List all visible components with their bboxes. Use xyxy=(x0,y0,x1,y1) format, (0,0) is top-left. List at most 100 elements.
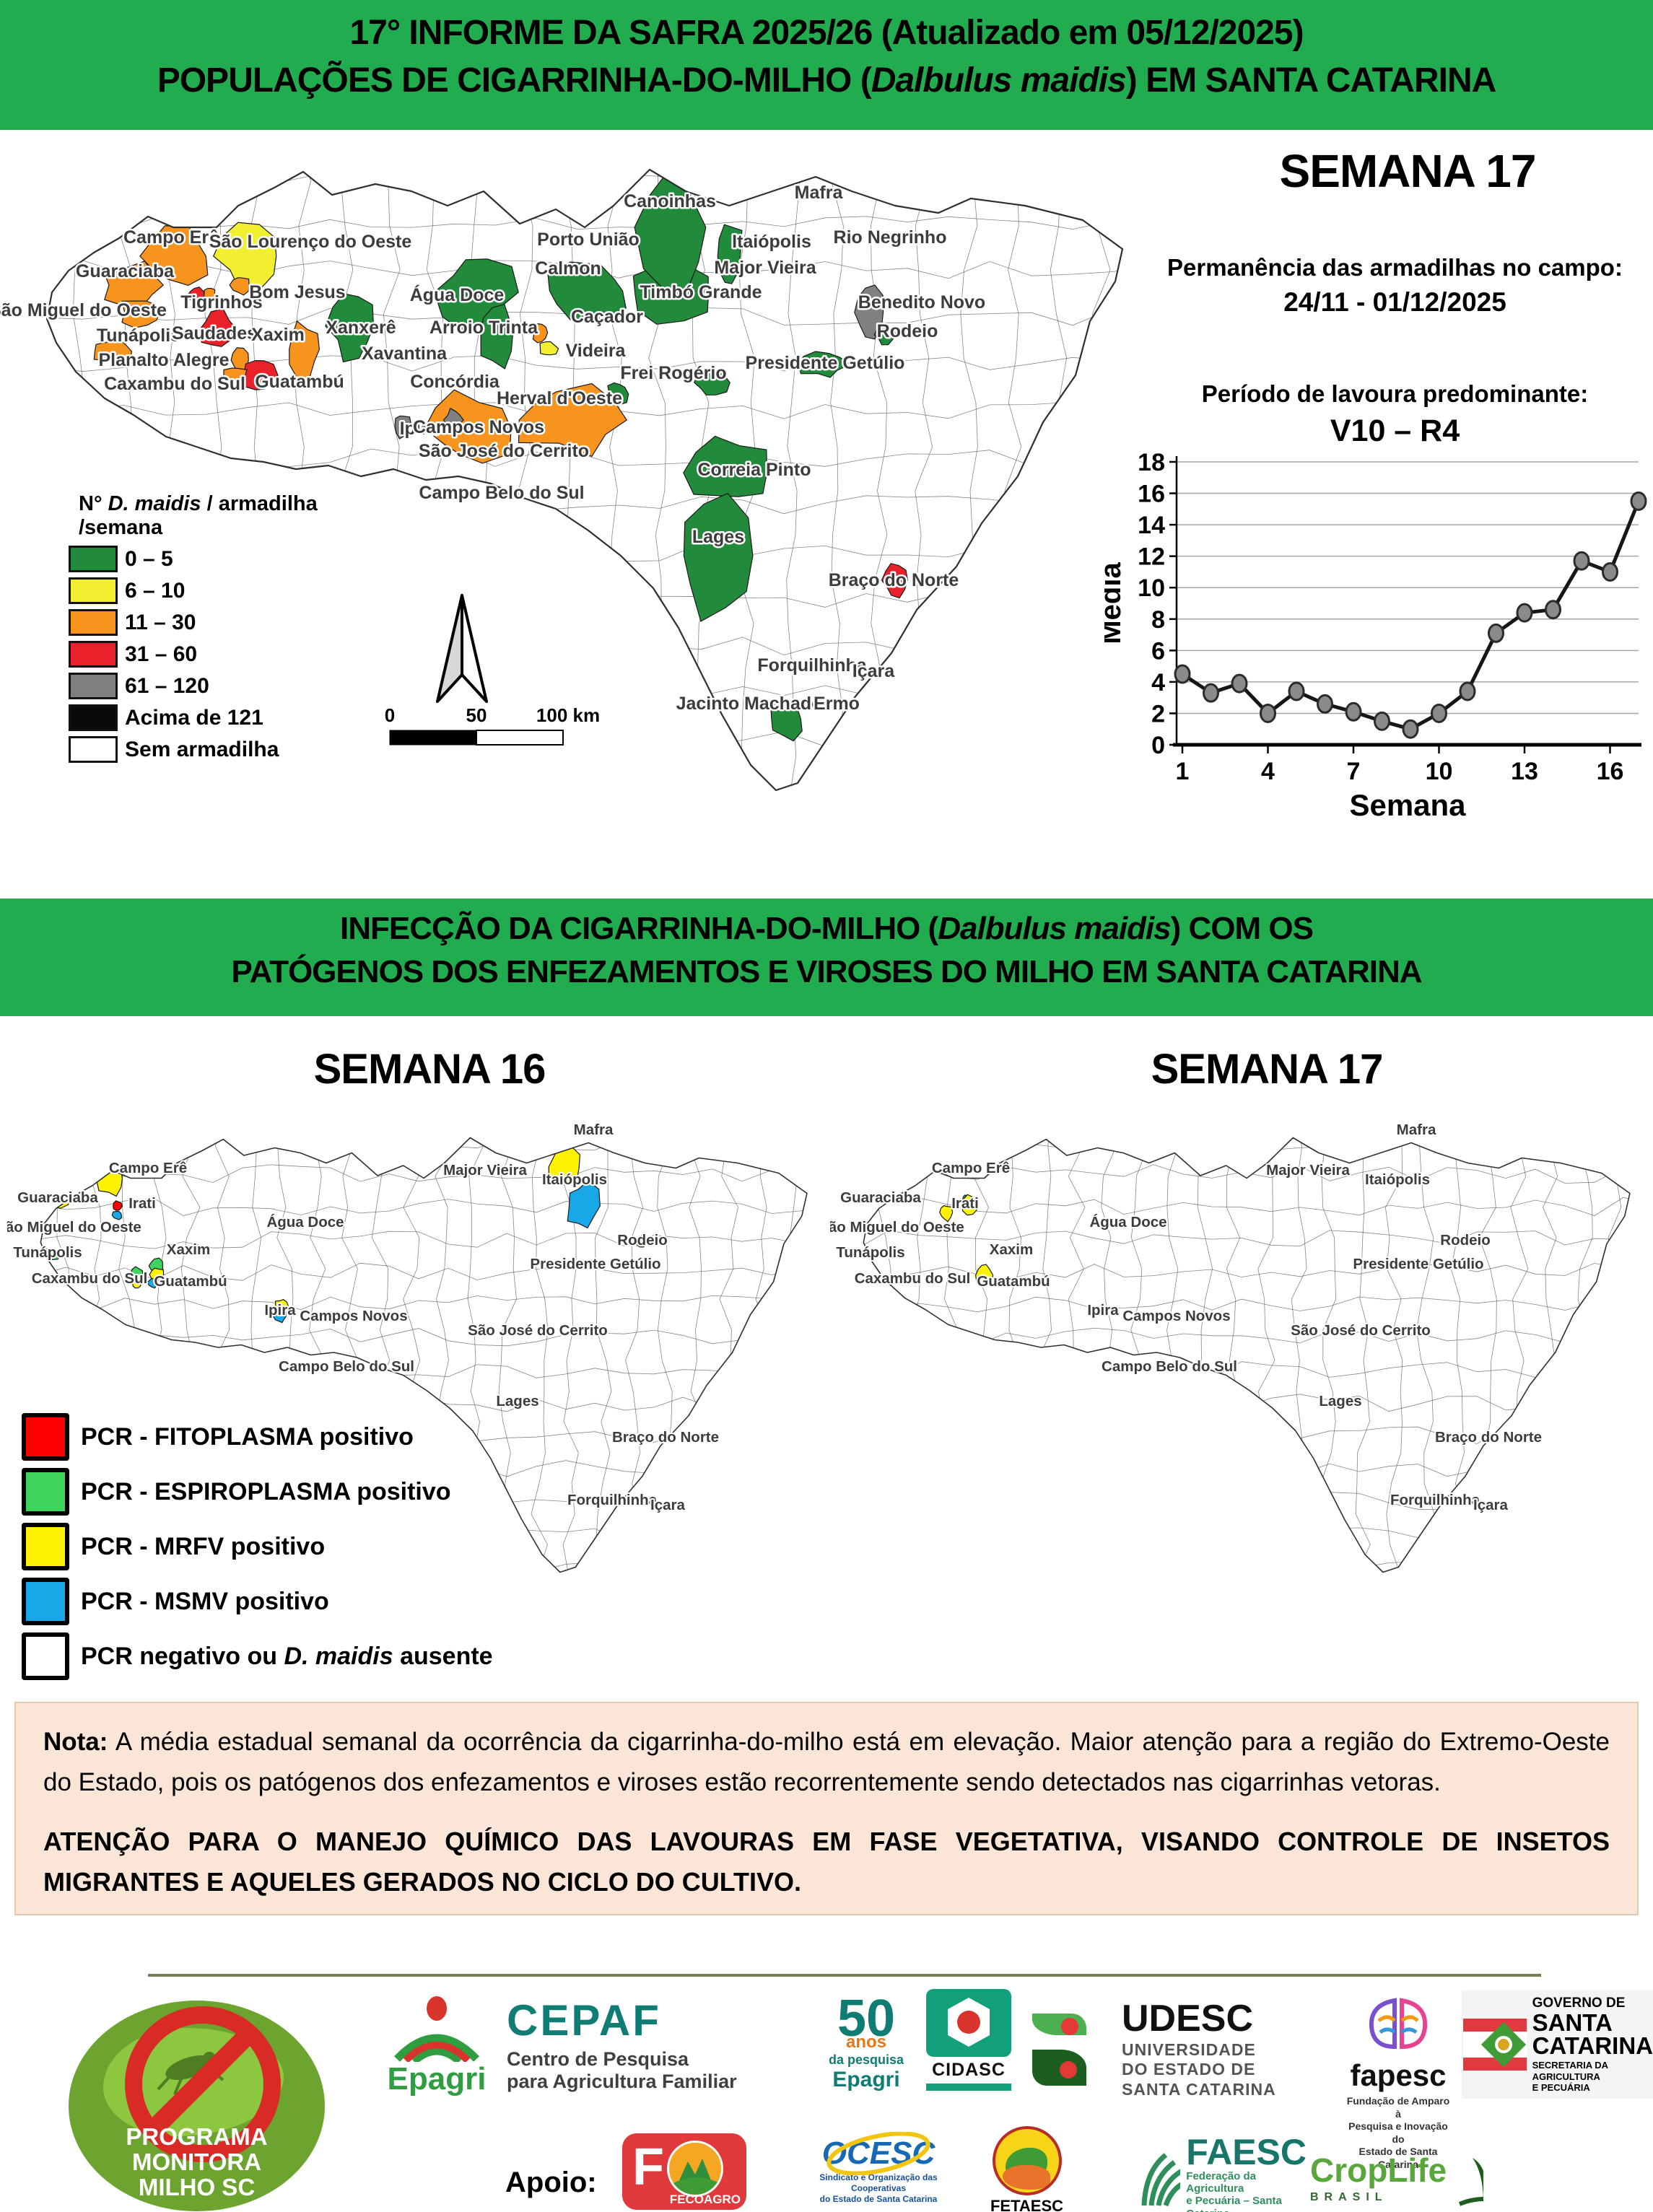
pcr-legend-negative: PCR negativo ou D. maidis ausente xyxy=(22,1632,585,1680)
data-point xyxy=(1488,623,1504,643)
y-axis-title: Média xyxy=(1104,562,1127,644)
fecoagro-icon xyxy=(667,2141,723,2197)
pcr-legend-swatch xyxy=(22,1523,69,1570)
municipality-label: Canoinhas xyxy=(624,191,716,211)
trap-legend: N° D. maidis / armadilha /semana 0 – 5 6 … xyxy=(69,492,386,768)
municipality-patch xyxy=(273,1308,287,1324)
municipality-label: Guaraciaba xyxy=(17,1189,98,1206)
y-tick-label: 4 xyxy=(1151,669,1165,696)
municipality-patch xyxy=(186,287,207,307)
municipality-label: Içara xyxy=(650,1497,685,1513)
trap-legend-label: 0 – 5 xyxy=(125,546,173,571)
scalebar-label: 100 km xyxy=(536,704,600,726)
pcr-legend-label: PCR - FITOPLASMA positivo xyxy=(81,1422,414,1451)
data-point xyxy=(1231,673,1248,694)
data-point xyxy=(1573,551,1590,571)
municipality-label: Calmon xyxy=(535,258,601,279)
pcr-legend-swatch xyxy=(22,1578,69,1625)
cidasc-hexagon-icon xyxy=(948,1998,990,2047)
x-tick-label: 10 xyxy=(1426,758,1453,785)
data-point xyxy=(1174,664,1191,684)
municipality-patch xyxy=(770,700,803,742)
municipality-label: Campo Belo do Sul xyxy=(419,483,584,503)
municipality-patch xyxy=(683,435,768,497)
municipality-patch xyxy=(717,224,743,284)
data-point xyxy=(1288,681,1305,701)
municipality-label: Presidente Getúlio xyxy=(530,1256,660,1272)
data-point xyxy=(1260,703,1276,723)
municipality-label: Campo Belo do Sul xyxy=(1102,1358,1237,1375)
municipality-patch xyxy=(683,492,754,622)
monitora-logo-text: PROGRAMA MONITORA MILHO SC xyxy=(126,2123,268,2200)
report-title-line1: 17° INFORME DA SAFRA 2025/26 (Atualizado… xyxy=(349,14,1304,52)
municipality-label: Braço do Norte xyxy=(612,1429,719,1446)
y-tick-label: 2 xyxy=(1151,700,1165,727)
municipality-patch xyxy=(634,1234,648,1248)
crop-stage-label: Período de lavoura predominante: xyxy=(1201,380,1589,407)
municipality-label: Planalto Alegre xyxy=(98,350,229,370)
municipality-patch xyxy=(532,323,549,344)
municipality-label: São Lourenço do Oeste xyxy=(209,232,412,252)
municipality-patch xyxy=(223,367,248,390)
trap-legend-item: Sem armadilha xyxy=(69,736,386,763)
cepaf-subtitle: Centro de Pesquisa para Agricultura Famil… xyxy=(507,2048,737,2093)
trap-legend-label: 6 – 10 xyxy=(125,578,186,603)
x-tick-label: 7 xyxy=(1347,758,1361,785)
state-outline xyxy=(40,1137,808,1573)
municipality-patch xyxy=(607,382,629,406)
municipality-patch xyxy=(480,303,513,370)
municipality-patch xyxy=(149,1267,165,1282)
municipality-label: Guaraciaba xyxy=(840,1189,921,1206)
sc-flag-icon xyxy=(1463,2019,1527,2071)
municipality-label: Major Vieira xyxy=(1266,1162,1350,1179)
municipality-label: Major Vieira xyxy=(714,258,816,278)
municipality-label: Ipira xyxy=(1087,1302,1119,1319)
week17-title: SEMANA 17 xyxy=(1151,1046,1384,1093)
y-tick-label: 6 xyxy=(1151,637,1165,665)
monitora-milho-logo: PROGRAMA MONITORA MILHO SC xyxy=(69,2001,325,2211)
municipality-label: Itaiópolis xyxy=(732,232,811,252)
municipality-label: São Miguel do Oeste xyxy=(7,1219,141,1236)
municipality-patch xyxy=(881,563,909,599)
data-point xyxy=(1516,603,1533,623)
municipality-label: Forquilhinha xyxy=(567,1492,658,1508)
municipality-label: Rodeio xyxy=(877,321,938,341)
municipality-label: Lages xyxy=(496,1393,538,1409)
municipality-label: Lages xyxy=(1319,1393,1361,1409)
fetaesc-badge-icon xyxy=(992,2126,1062,2195)
municipality-label: Xavantina xyxy=(362,344,448,364)
municipality-label: Tunápolis xyxy=(836,1244,904,1261)
municipality-label: Timbó Grande xyxy=(640,282,762,302)
state-shape xyxy=(40,1137,807,1573)
municipality-label: Jacinto Machado xyxy=(676,694,823,714)
y-tick-label: 16 xyxy=(1138,481,1165,508)
epagri-icon xyxy=(394,1996,479,2065)
municipality-patch xyxy=(442,407,464,430)
municipality-label: Bom Jesus xyxy=(249,282,345,302)
municipality-label: Lages xyxy=(692,527,744,547)
municipality-label: Herval d'Oeste xyxy=(497,388,622,408)
municipality-label: Rio Negrinho xyxy=(834,227,947,248)
municipality-label: Xanxerê xyxy=(326,318,396,338)
trap-legend-item: 0 – 5 xyxy=(69,546,386,572)
municipality-patch xyxy=(798,351,851,378)
epagri-wordmark: Epagri xyxy=(387,2061,487,2097)
municipality-patch xyxy=(130,1266,144,1280)
scalebar-label: 0 xyxy=(385,704,395,726)
municipality-label: Irati xyxy=(951,1195,979,1212)
municipality-label: Benedito Novo xyxy=(858,292,985,312)
x-tick-label: 16 xyxy=(1597,758,1624,785)
municipality-patch xyxy=(113,1200,123,1211)
governo-sc-logo: GOVERNO DE SANTA CATARINA SECRETARIA DA A… xyxy=(1462,1990,1653,2099)
data-point xyxy=(1317,694,1333,714)
municipality-label: Mafra xyxy=(1397,1122,1436,1138)
municipality-label: Caxambu do Sul xyxy=(104,374,245,394)
crop-stage-value: V10 – R4 xyxy=(1330,414,1460,448)
faesc-wheat-icon xyxy=(1141,2152,1181,2206)
apoio-label: Apoio: xyxy=(505,2167,597,2198)
map-infeccao-semana17: Campo Erê Guaraciaba Irati São Miguel do Oe… xyxy=(830,1120,1631,1573)
pcr-legend-item: PCR - MRFV positivo xyxy=(22,1523,585,1570)
